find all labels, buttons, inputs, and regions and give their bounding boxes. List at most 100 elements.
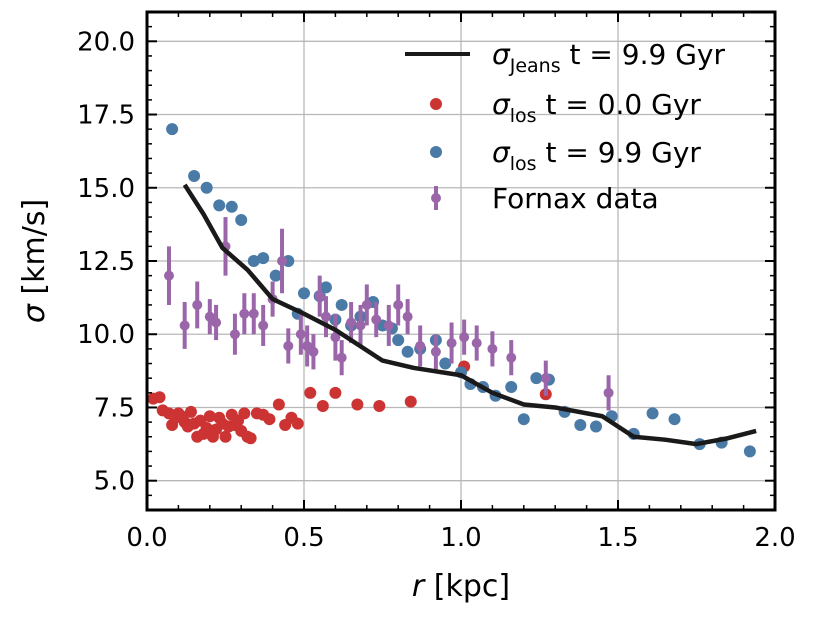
blue-point (319, 281, 332, 294)
legend-entry-los-t99: σlos t = 9.9 Gyr (430, 136, 701, 175)
blue-point (505, 380, 518, 393)
x-tick-label: 1.0 (440, 523, 481, 553)
jeans-line (182, 183, 757, 447)
y-axis-label: σ [km/s] (17, 199, 52, 323)
blue-point (235, 213, 248, 226)
x-tick-label: 0.5 (283, 523, 324, 553)
fornax-point (355, 320, 366, 331)
blue-point (213, 199, 226, 212)
fornax-point (487, 343, 498, 354)
fornax-point (540, 373, 551, 384)
y-tick-label: 5.0 (94, 467, 135, 497)
blue-point (646, 407, 659, 420)
fornax-point (248, 308, 259, 319)
fornax-point (204, 311, 215, 322)
fornax-point (371, 314, 382, 325)
legend-label-fornax: Fornax data (492, 182, 659, 215)
fornax-point (446, 338, 457, 349)
fornax-point (308, 346, 319, 357)
legend-red-dot (430, 98, 442, 110)
red-point (203, 410, 216, 423)
red-point (153, 391, 166, 404)
fornax-point (314, 291, 325, 302)
legend-entry-jeans: σJeans t = 9.9 Gyr (405, 38, 725, 77)
x-tick-label: 1.5 (597, 523, 638, 553)
x-axis-label: r [kpc] (412, 569, 510, 604)
fornax-point (346, 317, 357, 328)
fornax-point (430, 346, 441, 357)
blue-point (166, 123, 179, 136)
fornax-point (192, 299, 203, 310)
blue-point (200, 181, 213, 194)
legend-purple-dot (431, 193, 441, 203)
blue-point (668, 413, 681, 426)
x-axis-label-var: r (412, 569, 426, 604)
red-point (351, 398, 364, 411)
y-axis-label-unit: [km/s] (17, 199, 52, 295)
y-axis-label-var: σ (17, 303, 52, 323)
fornax-point (361, 299, 372, 310)
red-point (291, 417, 304, 430)
blue-point (188, 170, 201, 183)
y-tick-label: 7.5 (94, 393, 135, 423)
blue-point (439, 357, 452, 370)
legend-label-los-t0: σlos t = 0.0 Gyr (492, 88, 701, 127)
fornax-point (258, 320, 269, 331)
blue-point (298, 287, 310, 300)
blue-point (743, 445, 756, 458)
blue-point (247, 255, 260, 267)
legend-entry-fornax: Fornax data (431, 182, 659, 215)
blue-point (257, 252, 270, 265)
blue-point (590, 420, 603, 433)
red-point (184, 405, 197, 418)
red-point (219, 430, 232, 443)
y-tick-label: 12.5 (77, 247, 135, 277)
fornax-point (277, 256, 288, 266)
fornax-point (163, 270, 174, 281)
fornax-point (295, 329, 306, 340)
fornax-point (471, 338, 482, 349)
red-point (238, 407, 251, 420)
fornax-point (302, 340, 313, 351)
red-point (316, 400, 329, 413)
fornax-point (320, 311, 331, 322)
red-point (272, 398, 285, 411)
x-axis-label-unit: [kpc] (434, 569, 510, 604)
red-point (244, 432, 257, 445)
y-tick-label: 20.0 (77, 27, 135, 57)
red-point (373, 400, 386, 413)
red-point (200, 421, 213, 434)
red-point (304, 386, 317, 399)
fornax-point (393, 299, 404, 310)
fornax-point (383, 320, 394, 331)
blue-point (335, 298, 348, 311)
legend-blue-dot (430, 146, 442, 158)
x-tick-label: 0.0 (126, 523, 167, 553)
fornax-point (603, 387, 614, 398)
blue-point (517, 413, 530, 426)
blue-point (574, 419, 587, 432)
tick-labels: 0.0 0.5 1.0 1.5 2.0 5.0 7.5 10.0 12.5 15.0 17.5 20.… (77, 27, 796, 553)
y-tick-label: 15.0 (77, 174, 135, 204)
fornax-point (330, 332, 341, 343)
y-tick-label: 17.5 (77, 101, 135, 131)
y-tick-label: 10.0 (77, 320, 135, 350)
data-layer (147, 123, 757, 458)
blue-point (269, 269, 282, 282)
fornax-point (239, 308, 250, 319)
blue-point (530, 372, 543, 385)
fornax-point (179, 320, 190, 331)
blue-point (392, 334, 405, 347)
fornax-point (336, 352, 347, 363)
plot-frame (145, 10, 777, 512)
fornax-point (211, 317, 222, 328)
x-tick-label: 2.0 (754, 523, 795, 553)
red-point (263, 413, 276, 426)
fornax-point (415, 340, 426, 351)
fornax-point (459, 332, 470, 343)
legend: σJeans t = 9.9 Gyr σlos t = 0.0 Gyr σlos… (405, 38, 725, 215)
red-point (329, 386, 342, 399)
legend-label-jeans: σJeans t = 9.9 Gyr (492, 38, 725, 77)
blue-point (401, 345, 414, 358)
